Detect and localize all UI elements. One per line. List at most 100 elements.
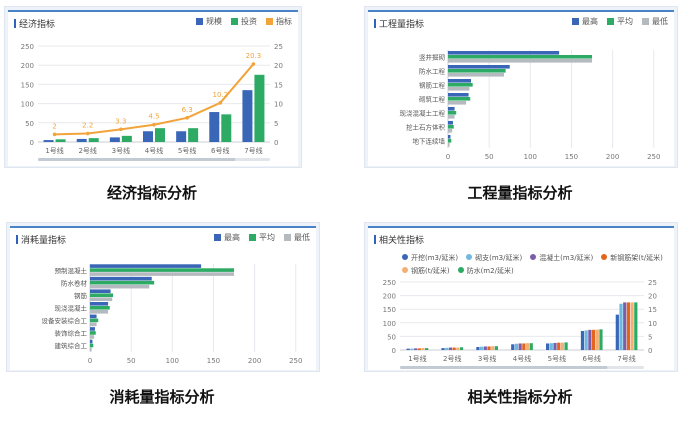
bar [634,302,638,350]
consumption-legend[interactable]: 最高 平均 最低 [205,232,310,243]
x-tick-label: 1号线 [45,146,63,155]
x-tick-label: 3号线 [478,354,496,363]
legend-item[interactable]: 最低 [642,16,668,27]
legend-swatch [601,254,608,260]
bar [448,73,504,77]
y-tick-label: 0 [392,347,396,355]
bar [143,131,153,142]
legend-item[interactable]: 最高 [214,232,240,243]
bar [90,264,202,268]
x-tick-label: 50 [127,357,136,365]
bar [209,112,220,142]
bar [448,65,510,69]
consumption-card: 消耗量指标 最高 平均 最低 0 50 100 150 200 250 预制混凝土 防水卷材 钢筋现… [10,226,316,370]
legend-label: 最高 [224,233,240,242]
y2-tick-label: 20 [274,62,283,70]
correlation-card: 相关性指标 开挖(m3/延米) 砌支(m3/延米) 混凝土(m3/延米) 新钢筋架(t… [368,226,674,370]
legend-item[interactable]: 钢筋(t/延米) [402,265,450,278]
bar [90,327,95,331]
y2-tick-label: 15 [648,306,657,314]
correlation-legend[interactable]: 开挖(m3/延米) 砌支(m3/延米) 混凝土(m3/延米) 新钢筋架(t/延米) 钢筋… [402,252,682,278]
line-point [185,116,189,120]
bar [599,329,603,350]
economic-panel-title: 经济指标 [14,17,55,30]
consumption-panel: 消耗量指标 最高 平均 最低 0 50 100 150 200 250 预制混凝土 防水卷材 钢筋现… [6,222,320,372]
bar [491,346,495,350]
legend-item[interactable]: 新钢筋架(t/延米) [601,252,663,265]
legend-item[interactable]: 开挖(m3/延米) [402,252,458,265]
bar [448,111,457,115]
data-label: 4.5 [148,113,159,121]
legend-swatch [249,234,256,241]
legend-swatch [530,254,537,260]
economic-legend[interactable]: 规模 投资 指标 [187,16,292,27]
data-label: 20.3 [246,52,262,60]
y-tick-label: 250 [383,279,396,287]
y-tick-label: 100 [21,101,34,109]
consumption-caption: 消耗量指标分析 [109,388,215,406]
economic-chart: 0 50 100 150 200 250 0 5 10 15 20 25 1号线 2号线 3号线 4号线 5号线… [21,43,283,161]
line-point [218,101,223,105]
legend-item[interactable]: 最低 [284,232,310,243]
legend-label: 钢筋(t/延米) [411,267,450,275]
legend-item[interactable]: 防水(m2/延米) [457,265,514,278]
bar [560,342,565,350]
correlation-caption: 相关性指标分析 [467,388,573,406]
x-tick-label: 6号线 [211,146,229,155]
bar [90,310,109,314]
bar [553,342,557,350]
quantity-panel: 工程量指标 最高 平均 最低 0 50 100 150 200 250 竖井掘砌 防水工程 钢筋工程… [364,6,678,168]
scrollbar-thumb [400,366,608,369]
y2-tick-label: 25 [274,43,283,51]
bar [487,346,491,350]
legend-label: 最低 [652,17,668,26]
y-tick-label: 挖土石方体积 [406,123,446,132]
legend-label: 平均 [617,17,633,26]
bar [483,346,487,350]
scrollbar-thumb [38,158,236,161]
x-tick-label: 250 [647,153,660,161]
bar [456,347,460,350]
bar [626,302,631,350]
y-tick-label: 0 [30,139,34,147]
bar [448,121,453,125]
legend-swatch [231,18,238,25]
legend-label: 砌支(m3/延米) [475,254,523,262]
legend-swatch [572,18,579,25]
bar [448,101,467,105]
bar [591,329,596,350]
legend-label: 最高 [582,17,598,26]
quantity-card: 工程量指标 最高 平均 最低 0 50 100 150 200 250 竖井掘砌 防水工程 钢筋工程… [368,10,674,166]
legend-label: 新钢筋架(t/延米) [610,254,663,262]
bar [623,302,627,350]
quantity-legend[interactable]: 最高 平均 最低 [563,16,668,27]
correlation-panel: 相关性指标 开挖(m3/延米) 砌支(m3/延米) 混凝土(m3/延米) 新钢筋架(t… [364,222,678,372]
bar [479,346,484,350]
legend-label: 投资 [241,17,257,26]
legend-item[interactable]: 最高 [572,16,598,27]
y-tick-label: 50 [25,120,34,128]
y-tick-label: 预制混凝土 [55,266,88,275]
legend-item[interactable]: 平均 [607,16,633,27]
bar [155,128,165,142]
bar [619,303,623,350]
y-tick-label: 建筑综合工 [55,341,88,350]
bar [448,51,560,55]
bar [448,115,455,119]
x-tick-label: 4号线 [513,354,531,363]
bar [55,139,66,142]
bar [221,114,232,142]
legend-item[interactable]: 指标 [266,16,292,27]
y-tick-label: 装饰综合工 [55,329,88,338]
x-tick-label: 100 [524,153,537,161]
legend-item[interactable]: 平均 [249,232,275,243]
bar [494,346,498,350]
x-tick-label: 2号线 [78,146,96,155]
bar [448,59,593,63]
legend-item[interactable]: 混凝土(m3/延米) [530,252,593,265]
legend-item[interactable]: 砌支(m3/延米) [466,252,522,265]
bar [176,131,187,142]
y-tick-label: 防水卷材 [61,278,88,287]
legend-item[interactable]: 规模 [196,16,222,27]
legend-item[interactable]: 投资 [231,16,257,27]
